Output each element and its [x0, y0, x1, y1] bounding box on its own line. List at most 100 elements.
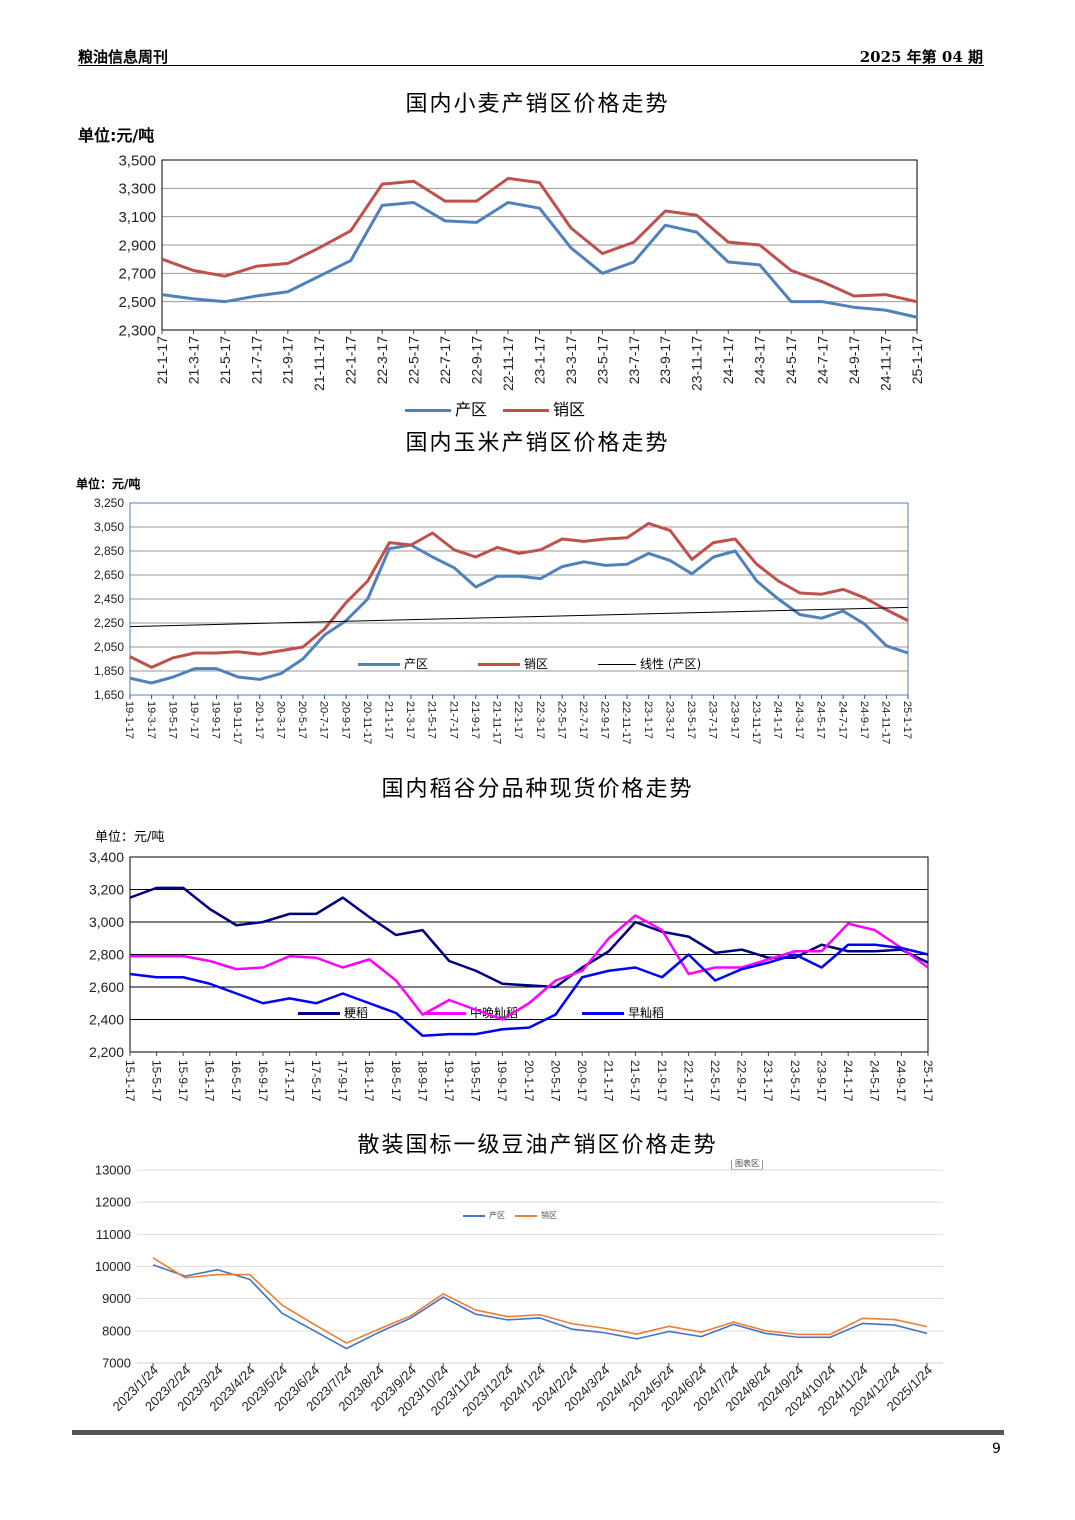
y-tick-label: 2,300 [118, 322, 156, 339]
x-tick-label: 22-3-17 [534, 701, 546, 739]
x-tick-label: 23-3-17 [563, 336, 579, 384]
y-tick-label: 3,400 [89, 849, 124, 865]
x-tick-label: 24-11-17 [880, 701, 892, 744]
x-tick-label: 22-7-17 [577, 701, 589, 739]
corn-unit-label: 单位：元/吨 [76, 477, 141, 491]
x-tick-label: 20-9-17 [339, 701, 351, 739]
legend-item-sales: 销区 [503, 402, 585, 418]
x-tick-label: 23-7-17 [707, 701, 719, 739]
legend-swatch [405, 408, 451, 412]
y-tick-label: 2,800 [89, 946, 124, 962]
x-tick-label: 21-1-17 [602, 1060, 616, 1102]
x-tick-label: 19-11-17 [231, 701, 243, 744]
x-tick-label: 24-7-17 [836, 701, 848, 739]
x-tick-label: 25-1-17 [901, 701, 913, 739]
y-tick-label: 2,250 [94, 616, 124, 630]
legend-swatch [298, 1011, 340, 1015]
x-tick-label: 21-9-17 [280, 336, 296, 384]
x-tick-label: 23-11-17 [689, 336, 705, 391]
x-tick-label: 19-1-17 [123, 701, 135, 739]
legend-item-production: 产区 [358, 658, 428, 670]
y-tick-label: 2,450 [94, 592, 124, 606]
y-tick-label: 2,050 [94, 640, 124, 654]
wheat-series-1-line [161, 201, 918, 319]
legend-item-production: 产区 [463, 1212, 505, 1220]
x-tick-label: 22-9-17 [599, 701, 611, 739]
wheat-unit-label: 单位:元/吨 [78, 126, 155, 145]
x-tick-label: 15-9-17 [176, 1060, 190, 1102]
legend-item-early-indica: 早籼稻 [582, 1007, 664, 1019]
legend-swatch [463, 1215, 485, 1217]
wheat-legend: 产区 销区 [405, 402, 585, 418]
legend-swatch [582, 1011, 625, 1015]
x-tick-label: 23-1-17 [531, 336, 547, 384]
legend-swatch [478, 662, 521, 666]
x-tick-label: 21-3-17 [185, 336, 201, 384]
y-tick-label: 11000 [96, 1227, 131, 1242]
x-tick-label: 19-9-17 [210, 701, 222, 739]
soybean-oil-chart-title: 散装国标一级豆油产销区价格走势 [357, 1133, 718, 1158]
rice-series-1-line [129, 886, 929, 989]
legend-label: 销区 [524, 657, 549, 671]
x-tick-label: 18-1-17 [362, 1060, 376, 1102]
x-tick-label: 18-5-17 [389, 1060, 403, 1102]
legend-swatch [503, 408, 550, 412]
y-tick-label: 2,200 [89, 1044, 124, 1060]
legend-label: 产区 [489, 1211, 505, 1220]
x-tick-label: 24-3-17 [752, 336, 768, 384]
x-tick-label: 17-1-17 [282, 1060, 296, 1102]
x-tick-label: 23-11-17 [750, 701, 762, 744]
y-tick-label: 2,700 [118, 266, 156, 283]
x-tick-label: 22-11-17 [500, 336, 516, 391]
legend-label: 粳稻 [344, 1006, 369, 1020]
y-tick-label: 2,900 [118, 237, 156, 254]
y-tick-label: 2,600 [89, 979, 124, 995]
y-tick-label: 1,850 [94, 664, 124, 678]
soybean-oil-series-2-line [152, 1257, 928, 1344]
x-tick-label: 24-9-17 [858, 701, 870, 739]
x-tick-label: 25-1-17 [909, 336, 925, 384]
corn-series-2-line [129, 521, 909, 669]
x-tick-label: 25-1-17 [921, 1060, 935, 1102]
x-tick-label: 21-9-17 [469, 701, 481, 739]
x-tick-label: 21-9-17 [655, 1060, 669, 1102]
legend-label: 线性 (产区) [640, 657, 702, 671]
x-tick-label: 23-5-17 [788, 1060, 802, 1102]
chart-area-tooltip: 图表区 [731, 1159, 763, 1170]
x-tick-label: 22-3-17 [374, 336, 390, 384]
corn-legend: 产区 销区 线性 (产区) [358, 658, 701, 670]
soybean-oil-chart: 700080009000100001100012000130002023/1/2… [95, 1163, 943, 1419]
x-tick-label: 19-5-17 [469, 1060, 483, 1102]
x-tick-label: 23-9-17 [814, 1060, 828, 1102]
x-tick-label: 21-1-17 [154, 336, 170, 384]
y-tick-label: 3,050 [94, 520, 124, 534]
legend-item-production: 产区 [405, 402, 487, 418]
legend-swatch [424, 1011, 467, 1015]
y-tick-label: 7000 [102, 1356, 131, 1371]
x-tick-label: 16-5-17 [229, 1060, 243, 1102]
x-tick-label: 22-1-17 [343, 336, 359, 384]
x-tick-label: 21-5-17 [628, 1060, 642, 1102]
y-tick-label: 3,100 [118, 209, 156, 226]
rice-chart-title: 国内稻谷分品种现货价格走势 [381, 777, 694, 802]
wheat-series-2-line [161, 176, 918, 304]
publication-name: 粮油信息周刊 [78, 48, 169, 66]
x-tick-label: 21-5-17 [217, 336, 233, 384]
corn-chart: 1,650 1,850 2,050 2,250 2,450 2,650 2,850 3,050… [94, 496, 913, 744]
x-tick-label: 24-5-17 [783, 336, 799, 384]
wheat-chart-title: 国内小麦产销区价格走势 [405, 92, 670, 117]
y-tick-label: 2,400 [89, 1011, 124, 1027]
legend-item-japonica: 粳稻 [298, 1007, 368, 1019]
x-tick-label: 24-9-17 [846, 336, 862, 384]
x-tick-label: 20-1-17 [522, 1060, 536, 1102]
y-tick-label: 2,850 [94, 544, 124, 558]
x-tick-label: 24-1-17 [771, 701, 783, 739]
x-tick-label: 19-3-17 [145, 701, 157, 739]
rice-series-2-line [130, 914, 929, 1021]
x-tick-label: 24-7-17 [815, 336, 831, 384]
y-tick-label: 13000 [95, 1163, 131, 1178]
x-tick-label: 23-9-17 [657, 336, 673, 384]
x-tick-label: 22-7-17 [437, 336, 453, 384]
